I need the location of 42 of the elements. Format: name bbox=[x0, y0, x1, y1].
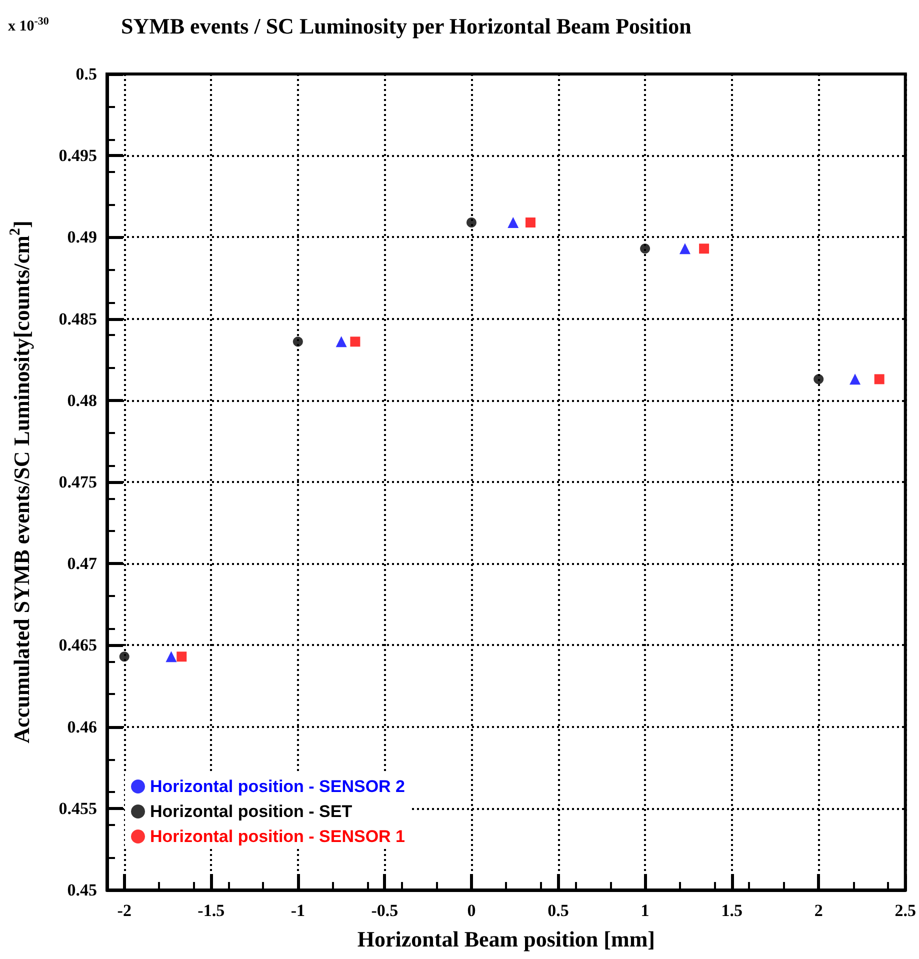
point bbox=[176, 652, 187, 662]
x-axis-title: Horizontal Beam position [mm] bbox=[357, 926, 655, 952]
y-axis-title: Accumulated SYMB events/SC Luminosity[counts/cm2] bbox=[8, 220, 34, 744]
y-tick-label: 0.485 bbox=[58, 309, 97, 328]
x-tick-label: 2.5 bbox=[894, 901, 916, 920]
chart-title: SYMB events / SC Luminosity per Horizontal Beam Position bbox=[121, 14, 692, 38]
y-tick-label: 0.47 bbox=[67, 554, 98, 574]
legend-label: Horizontal position - SENSOR 1 bbox=[150, 827, 406, 846]
point bbox=[350, 336, 360, 347]
legend-label: Horizontal position - SET bbox=[150, 802, 353, 821]
point bbox=[874, 374, 884, 384]
y-tick-label: 0.495 bbox=[58, 146, 97, 166]
y-tick-label: 0.45 bbox=[67, 880, 97, 900]
x-tick-label: -2 bbox=[117, 901, 132, 920]
x-tick-label: 1.5 bbox=[721, 901, 742, 920]
point bbox=[508, 217, 519, 228]
y-tick-label: 0.48 bbox=[67, 390, 97, 410]
point bbox=[119, 652, 130, 662]
point bbox=[292, 336, 303, 347]
point bbox=[699, 244, 710, 254]
y-tick-label: 0.475 bbox=[58, 472, 97, 492]
y-tick-label: 0.465 bbox=[58, 636, 97, 655]
x-tick-label: 0.5 bbox=[548, 901, 569, 920]
point bbox=[640, 244, 650, 254]
y-tick-label: 0.455 bbox=[58, 798, 97, 818]
x-tick-label: 0 bbox=[467, 901, 476, 920]
x-tick-label: 1 bbox=[640, 901, 650, 920]
x-tick-label: -1 bbox=[290, 901, 305, 920]
y-tick-label: 0.5 bbox=[76, 64, 97, 84]
point bbox=[850, 374, 861, 385]
point bbox=[525, 218, 536, 228]
point bbox=[166, 651, 177, 662]
point bbox=[336, 336, 347, 348]
x-tick-label: -0.5 bbox=[371, 901, 398, 920]
point bbox=[814, 374, 824, 384]
x-tick-label: 2 bbox=[814, 901, 823, 920]
y-tick-label: 0.49 bbox=[67, 228, 97, 247]
point bbox=[679, 243, 690, 254]
legend-label: Horizontal position - SENSOR 2 bbox=[150, 777, 406, 796]
y-tick-label: 0.46 bbox=[67, 717, 97, 736]
x-tick-label: -1.5 bbox=[198, 901, 225, 920]
point bbox=[466, 218, 476, 228]
